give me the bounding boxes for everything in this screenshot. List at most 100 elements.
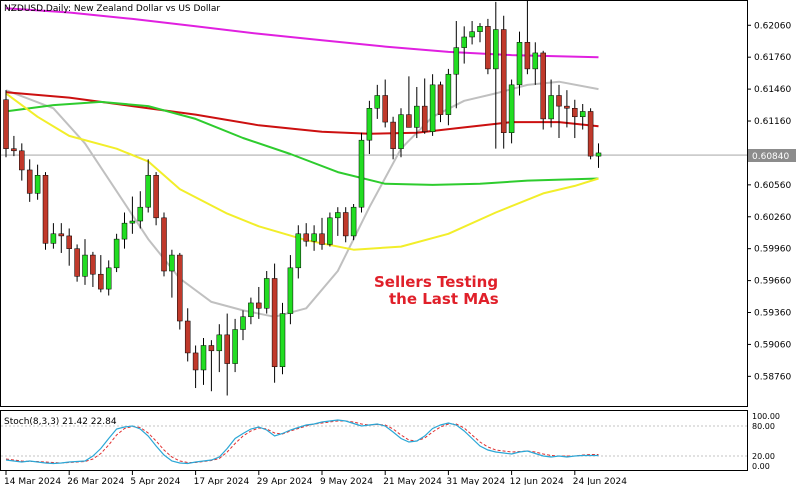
candle-body-bull bbox=[429, 84, 436, 132]
price-axis-label: 0.61160 bbox=[754, 117, 791, 127]
date-axis-label: 24 Jun 2024 bbox=[573, 477, 627, 485]
candle-body-bull bbox=[335, 212, 341, 219]
candle-body-bear bbox=[437, 84, 444, 115]
current-price-label: 0.60840 bbox=[752, 152, 789, 162]
candle-body-bull bbox=[295, 233, 302, 269]
candle-body-bear bbox=[192, 352, 199, 371]
candle-body-bull bbox=[121, 222, 128, 240]
candle-body-bear bbox=[98, 273, 104, 290]
candle-body-bull bbox=[137, 206, 144, 222]
date-axis-label: 5 Apr 2024 bbox=[130, 477, 180, 485]
stoch-pane-frame bbox=[0, 410, 748, 471]
candle-body-bear bbox=[26, 169, 33, 194]
stochastic-layer bbox=[1, 419, 747, 465]
price-axis-label: 0.62060 bbox=[754, 21, 791, 31]
price-axis-label: 0.59660 bbox=[754, 277, 791, 287]
candle-body-bear bbox=[421, 105, 428, 132]
candle-body-bull bbox=[216, 334, 223, 352]
candle-body-bull bbox=[493, 29, 499, 70]
candle-body-bear bbox=[42, 175, 49, 244]
date-axis-label: 26 Mar 2024 bbox=[67, 477, 124, 485]
candle-body-bull bbox=[113, 238, 120, 269]
chart-symbol-title: NZDUSD,Daily: New Zealand Dollar vs US D… bbox=[4, 4, 220, 14]
candle-body-bull bbox=[34, 175, 41, 194]
candle-body-bear bbox=[74, 248, 80, 277]
candle-body-bull bbox=[311, 233, 317, 242]
candle-body-bull bbox=[232, 329, 238, 364]
ma-line-magenta bbox=[5, 7, 599, 59]
candle-body-bull bbox=[548, 95, 554, 120]
candle-body-bull bbox=[414, 105, 420, 128]
candle-body-bull bbox=[82, 254, 88, 277]
candle-body-bull bbox=[461, 36, 467, 48]
candle-body-bull bbox=[200, 345, 207, 371]
candle-body-bear bbox=[90, 254, 96, 275]
price-axis-label: 0.59960 bbox=[754, 245, 791, 255]
candle-body-bull bbox=[50, 233, 57, 244]
candle-body-bear bbox=[303, 233, 309, 242]
candle-body-bull bbox=[532, 52, 539, 70]
candle-body-bear bbox=[587, 111, 594, 157]
candle-body-bear bbox=[271, 278, 278, 368]
candle-body-bear bbox=[161, 217, 167, 272]
candle-body-bull bbox=[445, 73, 452, 115]
candle-body-bear bbox=[208, 345, 215, 352]
candle-body-bear bbox=[524, 42, 531, 70]
candle-body-bull bbox=[595, 152, 602, 157]
candle-body-bear bbox=[58, 233, 65, 237]
candle-body-bull bbox=[579, 111, 586, 118]
date-axis-label: 14 Mar 2024 bbox=[4, 477, 61, 485]
candle-body-bull bbox=[358, 139, 365, 208]
date-axis-label: 12 Jun 2024 bbox=[510, 477, 564, 485]
stoch-axis-label: 100.00 bbox=[752, 412, 780, 421]
candle-body-bull bbox=[240, 316, 246, 330]
price-axis-label: 0.59360 bbox=[754, 309, 791, 319]
price-axis-label: 0.59060 bbox=[754, 340, 791, 350]
candle-body-bear bbox=[153, 175, 159, 219]
candle-body-bear bbox=[177, 254, 183, 322]
candle-body-bull bbox=[477, 26, 483, 32]
candle-body-bull bbox=[169, 254, 175, 272]
date-axis-label: 17 Apr 2024 bbox=[194, 477, 250, 485]
stoch-indicator-title: Stoch(8,3,3) 21.42 22.84 bbox=[4, 417, 117, 427]
current-price-tag bbox=[748, 149, 796, 162]
stoch-main-line bbox=[5, 419, 599, 465]
ma-line-yellow bbox=[5, 92, 599, 251]
candle-body-bear bbox=[406, 114, 412, 128]
annotation-line-2: the Last MAs bbox=[389, 290, 499, 308]
candle-body-bull bbox=[366, 108, 373, 141]
date-axis-label: 29 Apr 2024 bbox=[257, 477, 313, 485]
candle-body-bull bbox=[327, 217, 333, 245]
candle-body-bear bbox=[556, 95, 562, 107]
candle-body-bear bbox=[319, 233, 325, 245]
candle-body-bear bbox=[3, 99, 9, 149]
candle-body-bear bbox=[66, 235, 72, 249]
stoch-axis-label: 20.00 bbox=[752, 452, 775, 461]
candle-body-bear bbox=[500, 29, 507, 133]
candle-body-bull bbox=[248, 302, 254, 318]
candles-layer bbox=[3, 0, 602, 396]
price-axis-label: 0.61760 bbox=[754, 53, 791, 63]
candle-body-bear bbox=[382, 95, 388, 123]
candle-body-bear bbox=[184, 320, 191, 354]
candle-body-bear bbox=[11, 148, 17, 152]
candle-body-bull bbox=[129, 220, 136, 224]
candle-body-bull bbox=[374, 95, 381, 109]
stoch-axis-label: 0.00 bbox=[752, 462, 770, 471]
main-pane-frame bbox=[0, 0, 748, 407]
candle-body-bull bbox=[453, 47, 460, 75]
candle-body-bear bbox=[485, 26, 491, 70]
candle-body-bull bbox=[398, 114, 404, 149]
date-axis-label: 21 May 2024 bbox=[383, 477, 442, 485]
candle-body-bull bbox=[287, 267, 294, 314]
candle-body-bull bbox=[263, 278, 270, 309]
ma-line-green bbox=[5, 100, 599, 186]
date-axis-label: 31 May 2024 bbox=[446, 477, 505, 485]
candle-body-bull bbox=[508, 84, 515, 133]
date-axis-label: 9 May 2024 bbox=[320, 477, 373, 485]
candle-body-bull bbox=[105, 267, 112, 290]
candle-body-bear bbox=[342, 212, 349, 237]
axis-layer: 0.62060 0.61760 0.61460 0.61160 0.60560 0.602… bbox=[4, 21, 791, 487]
